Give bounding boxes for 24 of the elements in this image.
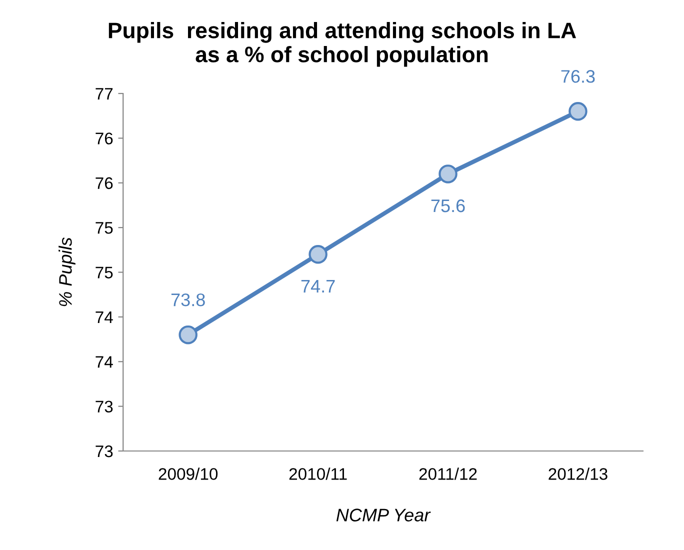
point xyxy=(568,102,588,121)
y-tick-label: 76 xyxy=(96,177,113,190)
x-axis-title: NCMP Year xyxy=(336,508,431,522)
y-axis-title: % Pupils xyxy=(58,237,76,306)
y-tick-label: 75 xyxy=(96,266,113,278)
x-tick-label: 2009/10 xyxy=(158,468,218,480)
y-tick-label: 73 xyxy=(96,400,113,413)
x-tick-label: 2012/13 xyxy=(548,468,608,480)
x-tick-label: 2010/11 xyxy=(289,468,347,480)
y-tick-label: 77 xyxy=(96,88,113,100)
y-tick-label: 73 xyxy=(96,445,113,458)
data-label: 73.8 xyxy=(171,293,205,306)
data-label: 75.6 xyxy=(431,199,465,212)
y-tick-label: 74 xyxy=(96,312,113,323)
point xyxy=(438,164,458,184)
y-tick-label: 76 xyxy=(96,132,113,144)
data-label: 74.7 xyxy=(301,280,335,292)
y-tick-label: 75 xyxy=(96,222,113,234)
point xyxy=(178,325,198,344)
x-tick-label: 2011/12 xyxy=(419,468,477,480)
y-tick-label: 74 xyxy=(96,356,113,368)
data-label: 76.3 xyxy=(561,70,595,83)
chart-title: Pupils residing and attending schools in LA as a % of school population xyxy=(108,22,576,67)
point xyxy=(308,244,328,264)
